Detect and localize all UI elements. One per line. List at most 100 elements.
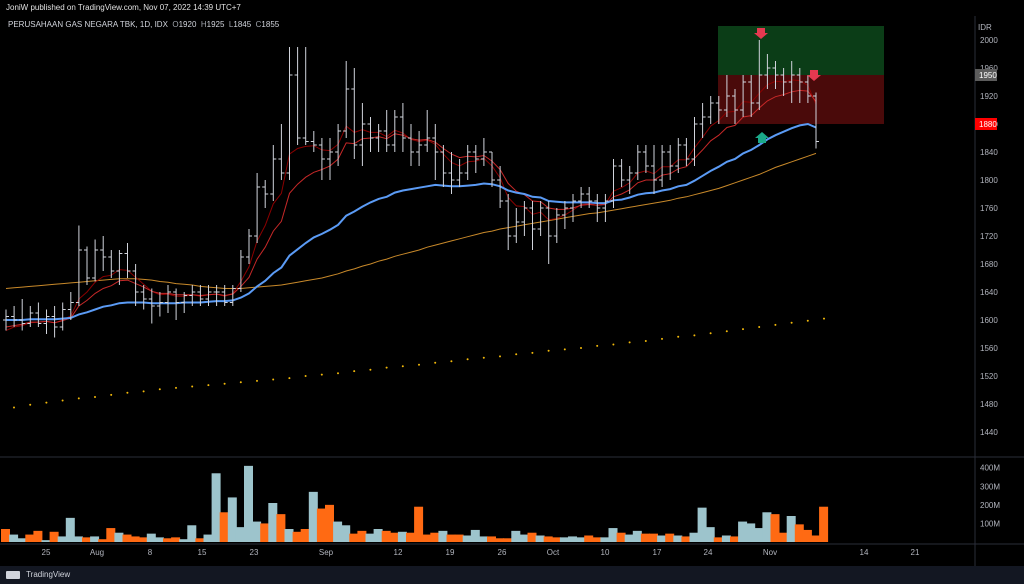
ohlc-bar xyxy=(715,96,722,124)
ohlc-bar xyxy=(327,138,333,180)
dotted-ma-point xyxy=(758,326,761,328)
dotted-ma-point xyxy=(223,382,226,385)
ohlc-bar xyxy=(19,299,26,331)
volume-bar xyxy=(244,465,253,542)
volume-bar xyxy=(681,536,691,542)
volume-bar xyxy=(640,533,650,542)
volume-bar xyxy=(462,535,472,542)
ohlc-bar xyxy=(124,243,131,278)
ohlc-bar xyxy=(92,239,99,282)
ohlc-bar xyxy=(545,201,552,264)
dotted-ma-point xyxy=(61,399,64,402)
dotted-ma-point xyxy=(110,393,113,396)
dotted-ma-point xyxy=(499,355,501,358)
ohlc-bar xyxy=(43,309,50,334)
volume-bar xyxy=(357,530,367,542)
time-axis-label: 25 xyxy=(42,548,51,557)
stop-zone xyxy=(718,75,884,124)
volume-bar xyxy=(17,538,27,542)
volume-bar xyxy=(300,529,310,542)
dotted-ma-point xyxy=(207,384,210,387)
ohlc-bar xyxy=(699,103,706,138)
time-axis-label: 8 xyxy=(148,548,153,557)
volume-bar xyxy=(438,530,448,542)
dotted-ma-point xyxy=(353,370,356,373)
dotted-ma-point xyxy=(677,335,680,338)
volume-bar xyxy=(308,491,318,542)
volume-bar xyxy=(819,506,829,542)
volume-bar xyxy=(446,534,456,542)
volume-bar xyxy=(495,538,505,542)
volume-bar xyxy=(389,532,399,542)
price-axis-label: 1720 xyxy=(980,232,998,241)
volume-bar xyxy=(1,529,10,542)
time-axis-label: 19 xyxy=(446,548,455,557)
ohlc-bar xyxy=(408,124,414,166)
dotted-ma-point xyxy=(434,361,437,364)
symbol-info: PERUSAHAAN GAS NEGARA TBK, 1D, IDX O1920… xyxy=(8,20,279,29)
volume-bar xyxy=(478,536,488,542)
ohlc-bar xyxy=(764,54,771,89)
price-axis-label: 1920 xyxy=(980,92,998,101)
volume-bar xyxy=(770,514,780,542)
ohlc-bar xyxy=(367,117,374,152)
volume-bar xyxy=(713,537,723,542)
tradingview-logo[interactable]: TradingView xyxy=(6,566,70,584)
time-axis-label: 10 xyxy=(601,548,610,557)
ohlc-bar xyxy=(286,47,293,180)
time-axis-label: Nov xyxy=(763,548,777,557)
time-axis-label: 23 xyxy=(250,548,259,557)
ohlc-close: C1855 xyxy=(255,20,280,29)
ohlc-bar xyxy=(213,285,220,306)
volume-bar xyxy=(778,532,788,542)
volume-bar xyxy=(154,537,164,542)
dotted-ma-point xyxy=(239,381,242,384)
published-text: JoniW published on TradingView.com, Nov … xyxy=(6,3,241,12)
dotted-ma-point xyxy=(337,372,339,375)
dotted-ma-point xyxy=(742,328,744,331)
volume-bar xyxy=(219,512,229,542)
dotted-ma-point xyxy=(158,388,161,391)
price-axis-label: 1560 xyxy=(980,344,998,353)
ohlc-bar xyxy=(278,124,285,180)
dotted-ma-point xyxy=(126,391,129,394)
dotted-ma-point xyxy=(612,343,615,346)
dotted-ma-point xyxy=(466,358,469,361)
ohlc-bar xyxy=(691,117,698,166)
ohlc-bar xyxy=(132,264,139,306)
ohlc-bar xyxy=(642,145,649,173)
volume-bar xyxy=(397,531,407,542)
sell-arrow-icon xyxy=(754,28,768,39)
ohlc-bar xyxy=(246,229,252,264)
ohlc-bar xyxy=(35,302,42,327)
ohlc-bar xyxy=(399,103,406,152)
dotted-ma-point xyxy=(191,385,194,388)
volume-bar xyxy=(187,525,197,542)
ohlc-bar xyxy=(440,145,447,187)
ohlc-bar xyxy=(270,145,277,201)
ohlc-bar xyxy=(537,201,544,236)
ohlc-bar xyxy=(165,285,171,313)
volume-bar xyxy=(195,538,205,542)
dotted-ma-point xyxy=(709,332,712,335)
price-chart[interactable]: 2000 1960 1920 1880 1840 1800 1760 1720 1680 1640… xyxy=(0,16,1024,566)
ohlc-bar xyxy=(11,306,18,327)
volume-axis-label: 300M xyxy=(980,482,1000,491)
dotted-ma-point xyxy=(320,373,323,376)
ohlc-bar xyxy=(189,285,196,306)
volume-bar xyxy=(422,534,432,542)
dotted-ma-point xyxy=(774,323,777,326)
volume-bar xyxy=(98,539,108,542)
volume-bar xyxy=(811,535,820,542)
price-axis-label: 1840 xyxy=(980,148,998,157)
ohlc-bar xyxy=(756,40,763,110)
volume-bar xyxy=(106,528,116,542)
ohlc-bar xyxy=(813,92,819,149)
ohlc-bar xyxy=(197,285,204,306)
ohlc-bar xyxy=(3,309,9,331)
ohlc-high: H1925 xyxy=(200,20,225,29)
ohlc-bar xyxy=(723,75,730,117)
volume-bar xyxy=(794,524,804,542)
volume-bar xyxy=(762,512,772,542)
dotted-ma-point xyxy=(142,390,145,393)
